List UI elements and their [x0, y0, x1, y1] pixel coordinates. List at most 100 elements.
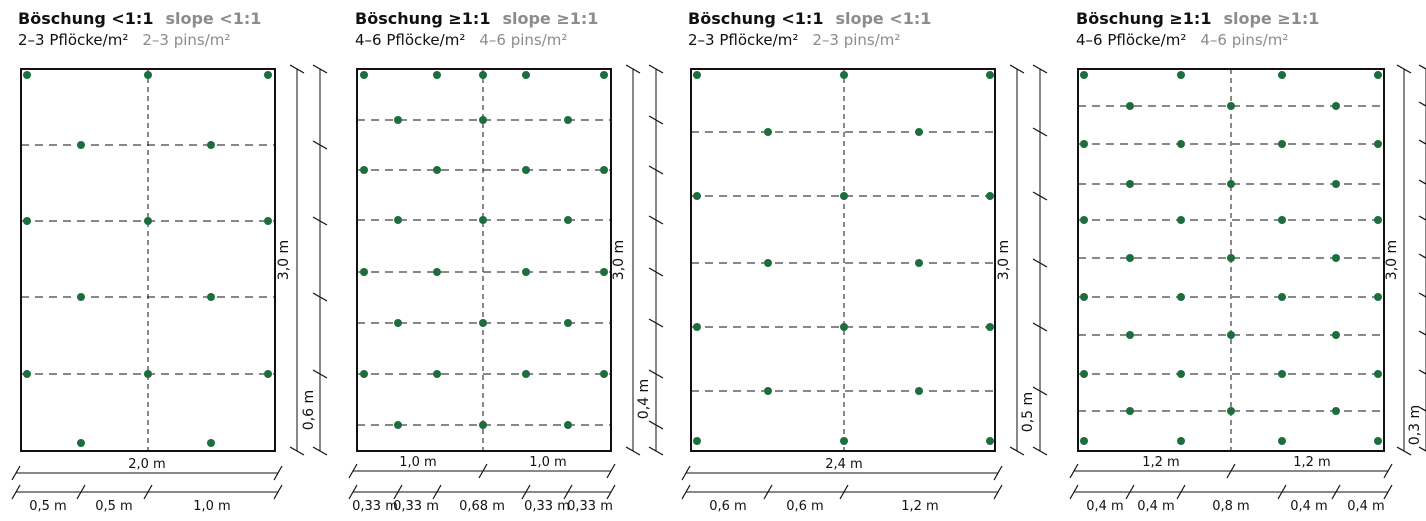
panel-2-half-width-label: 1,0 m	[399, 455, 436, 470]
panel-2-pin	[360, 166, 368, 174]
panel-3-pin	[693, 437, 701, 445]
panel-4-pin	[1080, 293, 1088, 301]
panel-4-pin	[1278, 370, 1286, 378]
panel-4-pin	[1374, 140, 1382, 148]
panel-2-slope-frame	[356, 68, 612, 452]
panel-3-subtitle-en: 2–3 pins/m²	[812, 31, 901, 49]
panel-4-row-tick	[1418, 179, 1426, 185]
panel-3-pin	[915, 259, 923, 267]
panel-2-row-tick	[648, 165, 664, 175]
panel-3-height-tick	[1009, 446, 1025, 456]
panel-4-pin	[1278, 216, 1286, 224]
panel-4-pin	[1227, 102, 1235, 110]
panel-1-pin	[207, 439, 215, 447]
panel-1-height-tick	[289, 64, 305, 74]
panel-4-pin	[1374, 370, 1382, 378]
panel-4-row-spacing-label: 0,3 m	[1407, 405, 1423, 445]
panel-4-row-tick	[1418, 292, 1426, 298]
panel-4-half-width-label: 1,2 m	[1293, 455, 1330, 470]
panel-1-column-spacing-label: 0,5 m	[95, 499, 132, 514]
panel-2-pin	[360, 71, 368, 79]
panel-3-column-spacing-label: 0,6 m	[709, 499, 746, 514]
panel-1-title-en: slope <1:1	[165, 9, 262, 28]
panel-3-pin	[764, 259, 772, 267]
panel-1-header: Böschung <1:1 slope <1:1 2–3 Pflöcke/m² 2–…	[18, 11, 261, 48]
panel-4-width-tick	[1383, 463, 1393, 479]
panel-2-pin	[522, 370, 530, 378]
panel-1-pin	[207, 141, 215, 149]
panel-2-pin	[564, 216, 572, 224]
panel-2-column-tick	[563, 484, 573, 500]
panel-4-pin	[1332, 254, 1340, 262]
panel-2-pin	[433, 370, 441, 378]
panel-2-pin	[394, 216, 402, 224]
panel-2-pin	[600, 268, 608, 276]
panel-4-pin	[1080, 370, 1088, 378]
panel-2-row-tick	[648, 420, 664, 430]
panel-1-column-tick	[76, 484, 86, 500]
panel-3-width-label: 2,4 m	[825, 457, 862, 472]
panel-4-pin	[1227, 180, 1235, 188]
panel-2-pin	[479, 116, 487, 124]
panel-1-row-tick	[312, 64, 328, 74]
panel-2-layout: 3,0 m0,4 m1,0 m 1,0 m0,33 m0,33 m 0,68 m 0,…	[348, 64, 664, 514]
panel-4-row-tick	[1418, 139, 1426, 145]
panel-4-pin	[1126, 102, 1134, 110]
panel-4-pin	[1126, 254, 1134, 262]
panel-4-pin	[1332, 102, 1340, 110]
panel-2-column-tick	[521, 484, 531, 500]
panel-2-height-tick	[625, 64, 641, 74]
panel-2-subtitle-en: 4–6 pins/m²	[479, 31, 568, 49]
panel-2-pin	[394, 319, 402, 327]
panel-3-pin	[986, 323, 994, 331]
panel-4-pin	[1080, 437, 1088, 445]
panel-2-title-en: slope ≥1:1	[502, 9, 599, 28]
panel-2-width-tick	[478, 463, 488, 479]
panel-3-row-tick	[1032, 64, 1048, 74]
panel-1-column-tick	[11, 484, 21, 500]
panel-2-column-spacing-label: 0,33 m	[393, 499, 439, 514]
panel-1-pin	[264, 370, 272, 378]
panel-1-pin	[23, 71, 31, 79]
panel-1-pin	[23, 217, 31, 225]
panel-3-header: Böschung <1:1 slope <1:1 2–3 Pflöcke/m² 2–…	[688, 11, 931, 48]
panel-3-pin	[840, 71, 848, 79]
panel-1-pin	[264, 217, 272, 225]
panel-3-pin	[986, 71, 994, 79]
panel-4-header: Böschung ≥1:1 slope ≥1:1 4–6 Pflöcke/m² 4–…	[1076, 11, 1319, 48]
panel-1-width-tick	[11, 465, 21, 481]
panel-2-title-de: Böschung ≥1:1	[355, 9, 491, 28]
panel-1-row-spacing-label: 0,6 m	[301, 390, 317, 430]
panel-2-pin	[564, 319, 572, 327]
panel-4-row-tick	[1418, 406, 1426, 412]
panel-4-row-tick	[1418, 64, 1426, 70]
panel-4-pin	[1080, 71, 1088, 79]
panel-3-row-tick	[1032, 386, 1048, 396]
panel-4-row-tick	[1418, 446, 1426, 452]
panel-3-pin	[693, 323, 701, 331]
panel-2-row-tick	[648, 267, 664, 277]
panel-2-pin	[564, 116, 572, 124]
panel-2-pin	[394, 421, 402, 429]
panel-1-row-tick	[312, 369, 328, 379]
panel-3-row-spacing-label: 0,5 m	[1020, 392, 1036, 432]
panel-3-column-tick	[839, 484, 849, 500]
panel-2-pin	[479, 216, 487, 224]
panel-4-pin	[1278, 140, 1286, 148]
panel-2-half-width-label: 1,0 m	[529, 455, 566, 470]
panel-1-column-spacing-label: 1,0 m	[193, 499, 230, 514]
panel-4-column-tick	[1125, 484, 1135, 500]
panel-2-pin	[600, 370, 608, 378]
panel-1-pin	[23, 370, 31, 378]
panel-2-pin	[600, 71, 608, 79]
panel-3-column-spacing-label: 1,2 m	[901, 499, 938, 514]
panel-3-title-de: Böschung <1:1	[688, 9, 824, 28]
panel-3-row-tick	[1032, 322, 1048, 332]
panel-4-pin	[1332, 331, 1340, 339]
panel-2-column-tick	[432, 484, 442, 500]
panel-1-title-de: Böschung <1:1	[18, 9, 154, 28]
panel-3-height-tick	[1009, 64, 1025, 74]
panel-2-column-spacing-label: 0,33 m	[352, 499, 398, 514]
panel-4-pin	[1080, 216, 1088, 224]
panel-4-column-tick	[1176, 484, 1186, 500]
